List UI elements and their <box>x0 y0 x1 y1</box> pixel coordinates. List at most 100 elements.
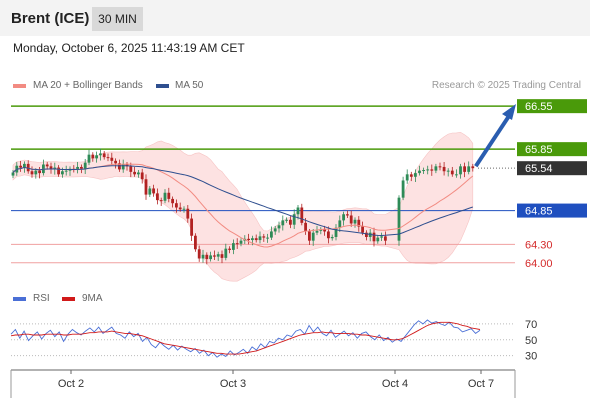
candle-body <box>235 243 239 245</box>
candle-body <box>209 255 212 260</box>
x-tick-label: Oct 7 <box>468 378 494 390</box>
candle-body <box>434 166 438 171</box>
candle-body <box>64 170 68 172</box>
candle-body <box>349 215 353 224</box>
candle-body <box>430 169 434 171</box>
candle-body <box>30 171 34 175</box>
ma50-legend-swatch <box>156 84 169 88</box>
candle-body <box>102 153 106 158</box>
candle-body <box>296 207 300 215</box>
candle-body <box>251 238 254 241</box>
level-label-box <box>517 142 587 157</box>
candle-body <box>137 172 140 175</box>
candle-body <box>285 219 288 221</box>
candle-body <box>380 236 383 238</box>
candle-body <box>144 179 148 195</box>
candle-body <box>76 166 79 171</box>
rsi-scale-label: 30 <box>525 351 537 363</box>
candle-body <box>357 219 361 227</box>
candle-body <box>61 171 64 175</box>
candle-body <box>397 197 401 241</box>
candle-body <box>422 170 425 172</box>
candle-body <box>83 162 87 169</box>
rsi-line <box>10 319 481 358</box>
candle-body <box>304 222 307 232</box>
candle-body <box>446 170 450 172</box>
candle-body <box>315 230 319 233</box>
candle-body <box>197 249 201 259</box>
candle-body <box>247 238 250 241</box>
candle-body <box>45 164 49 167</box>
level-label: 65.85 <box>525 144 553 156</box>
candle-body <box>334 227 338 237</box>
ma9-legend-label: 9MA <box>82 293 103 304</box>
header-bar: Brent (ICE) 30 MIN <box>0 0 590 36</box>
candle-body <box>57 167 60 175</box>
candle-body <box>414 173 417 177</box>
instrument-title: Brent (ICE) <box>11 10 90 27</box>
candle-body <box>121 164 125 170</box>
candle-body <box>346 214 349 216</box>
candle-body <box>228 248 231 250</box>
candle-body <box>186 208 190 219</box>
ma20-legend-swatch <box>13 84 26 88</box>
candle-body <box>213 255 216 257</box>
candle-body <box>300 207 304 223</box>
candle-body <box>281 220 285 226</box>
candle-body <box>232 243 235 250</box>
candle-body <box>224 248 228 258</box>
rsi-scale-label: 50 <box>525 335 537 347</box>
ma50-legend-label: MA 50 <box>175 80 204 91</box>
candle-body <box>190 218 193 236</box>
candle-body <box>459 166 462 175</box>
candle-body <box>426 169 430 171</box>
candle-body <box>323 229 326 232</box>
candle-body <box>163 192 167 201</box>
candle-body <box>201 254 205 259</box>
level-label: 64.30 <box>525 239 553 251</box>
candle-body <box>129 166 133 172</box>
rsi-ma9-line <box>10 321 481 355</box>
candle-body <box>19 165 22 168</box>
candle-body <box>372 232 376 242</box>
candle-body <box>175 203 178 208</box>
x-tick-label: Oct 2 <box>58 378 84 390</box>
candle-body <box>156 193 159 201</box>
candle-body <box>87 154 91 163</box>
level-label-box <box>517 161 587 176</box>
candle-body <box>49 166 53 170</box>
candle-body <box>95 155 98 159</box>
candle-body <box>311 232 315 241</box>
candle-body <box>401 180 405 198</box>
level-label: 64.00 <box>525 258 553 270</box>
candle-body <box>438 166 442 168</box>
candle-body <box>409 174 413 177</box>
candle-body <box>330 236 334 239</box>
candle-body <box>266 237 269 239</box>
candle-body <box>463 166 466 172</box>
rsi-legend-label: RSI <box>33 293 50 304</box>
candle-body <box>140 172 144 180</box>
candle-body <box>133 171 136 175</box>
research-credit: Research © 2025 Trading Central <box>431 80 581 91</box>
candle-body <box>418 170 421 174</box>
candle-body <box>270 231 273 238</box>
candle-body <box>171 198 174 204</box>
candle-body <box>220 254 224 258</box>
candle-body <box>23 163 26 168</box>
candle-body <box>361 226 364 233</box>
candle-body <box>106 157 110 159</box>
timeframe-button[interactable]: 30 MIN <box>92 7 143 31</box>
candle-body <box>319 229 323 231</box>
candle-body <box>38 170 41 174</box>
bollinger-band <box>12 131 474 282</box>
candle-body <box>114 160 117 164</box>
ma20-legend-label: MA 20 + Bollinger Bands <box>33 80 143 91</box>
x-tick-label: Oct 4 <box>382 378 408 390</box>
forecast-arrow-head <box>502 104 516 120</box>
candle-body <box>110 157 114 161</box>
candle-body <box>327 231 330 239</box>
candle-body <box>308 231 311 241</box>
candle-body <box>467 166 471 172</box>
